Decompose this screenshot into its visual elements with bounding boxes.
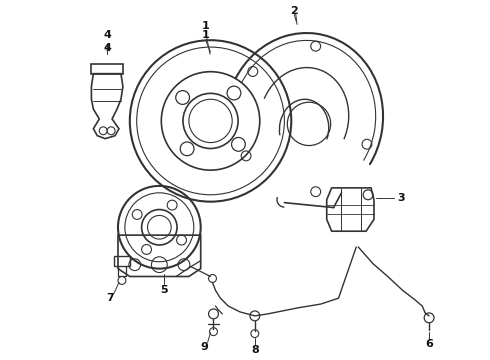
Text: 2: 2 [291, 6, 298, 15]
Text: 7: 7 [106, 293, 114, 303]
Text: 8: 8 [251, 345, 259, 355]
Text: 4: 4 [103, 43, 111, 53]
Text: 4: 4 [103, 30, 111, 40]
Text: 9: 9 [201, 342, 209, 352]
Text: 3: 3 [398, 193, 405, 203]
Text: 5: 5 [160, 285, 168, 295]
Text: 1: 1 [202, 30, 210, 40]
Text: 6: 6 [425, 339, 433, 350]
Text: 1: 1 [202, 21, 210, 31]
